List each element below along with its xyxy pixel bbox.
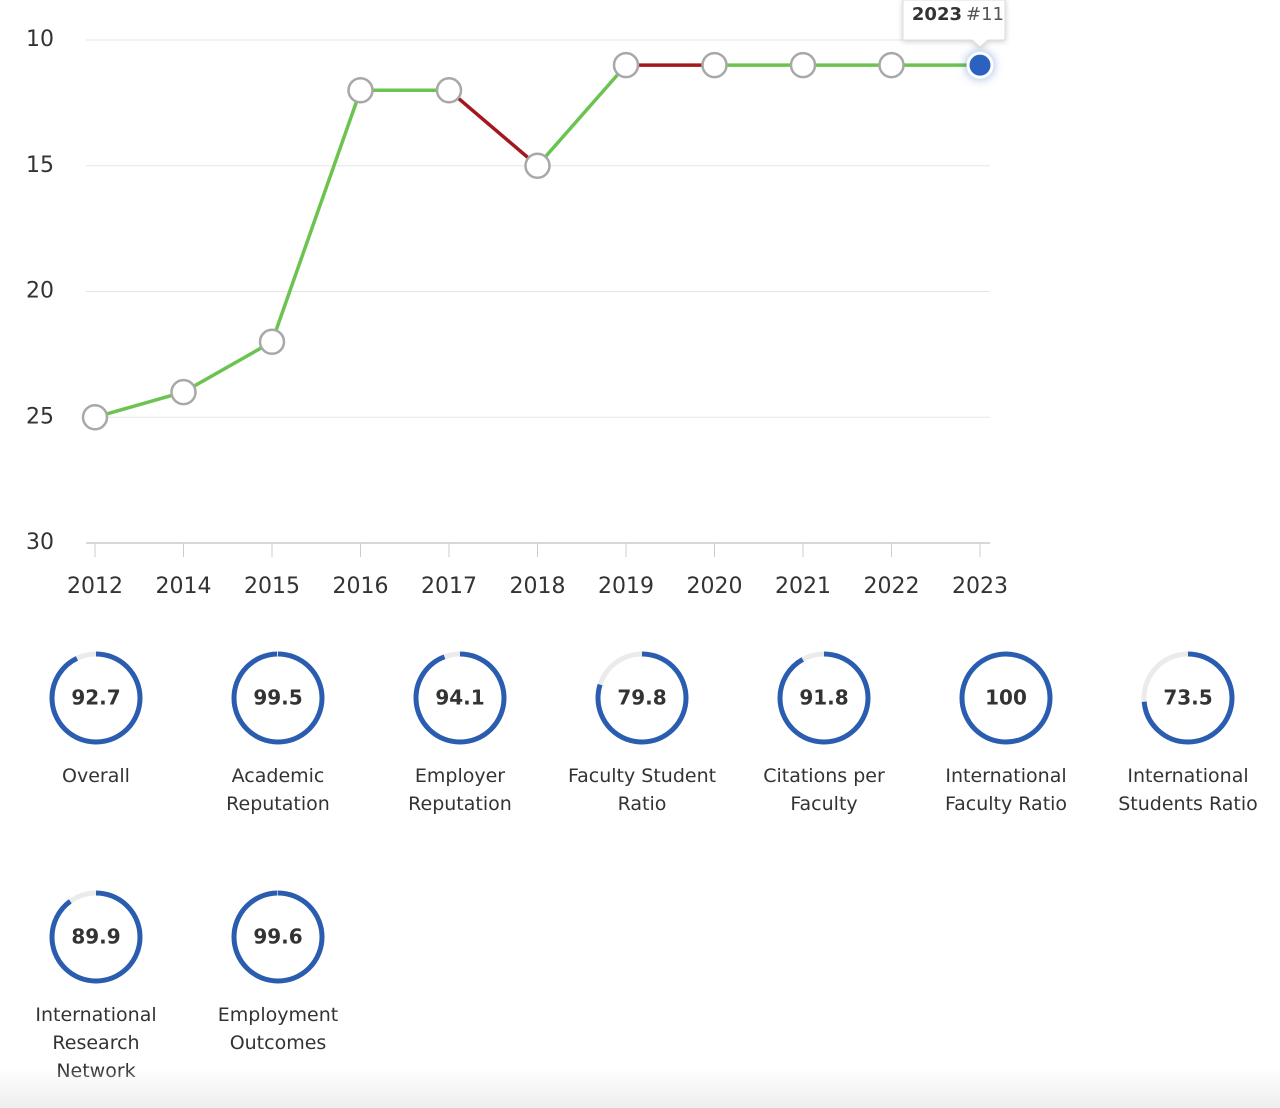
x-tick-label: 2017 [421,574,477,599]
gauge-label: Academic Reputation [226,765,330,815]
gauge: 99.6 Employment Outcomes [203,887,353,1057]
gauge-label: Faculty Student Ratio [567,765,717,815]
point [81,404,109,431]
gauge-label: Citations per Faculty [763,765,885,815]
gauge-label: Overall [62,765,130,787]
gauge-ring: 73.5 [1141,651,1235,745]
gauge-arc [231,651,325,745]
gauge-value: 91.8 [799,686,848,710]
y-tick-label: 10 [26,27,54,52]
bottom-fade [0,1068,1280,1108]
y-tick-label: 15 [26,153,54,178]
x-tick-label: 2016 [333,574,389,599]
x-tick-label: 2022 [864,574,920,599]
point [170,378,197,406]
gauge: 73.5 International Students Ratio [1113,648,1263,818]
highlighted-point [966,51,994,79]
x-tick-label: 2014 [156,574,212,599]
gauge-ring: 99.6 [231,890,325,984]
y-tick-label: 30 [26,530,54,555]
point [435,77,463,104]
x-tick-label: 2015 [244,574,300,599]
gauge-arc [413,651,507,745]
point [878,51,905,79]
tooltip-box [902,0,1006,48]
gauge-arc [49,651,143,745]
y-tick-label: 25 [26,404,54,429]
point [258,328,286,356]
gauge-value: 89.9 [71,925,120,949]
line-segment [182,340,273,394]
x-tick-label: 2021 [775,574,831,599]
gauge: 79.8 Faculty Student Ratio [567,648,717,818]
gauge-value: 94.1 [435,686,484,710]
gauge: 91.8 Citations per Faculty [749,648,899,818]
x-tick-label: 2018 [510,574,566,599]
gauge-value: 73.5 [1163,686,1212,710]
gauge-label: International Faculty Ratio [944,765,1068,815]
tooltip-category: 2023 [912,4,962,25]
x-tick-label: 2020 [687,574,743,599]
gauge-value: 100 [985,686,1027,710]
gauge-ring: 91.8 [777,651,871,745]
x-tick-label: 2012 [67,574,123,599]
gauge-arc [595,651,689,745]
gauge-arc [49,890,143,984]
point [612,51,640,79]
gauge-label: International Students Ratio [1118,765,1258,815]
gauge-label: Employment Outcomes [217,1004,339,1054]
point [789,51,817,79]
gauge-value: 92.7 [71,686,120,710]
tooltip-text: #11 [966,4,1004,25]
point [524,152,551,179]
gauge-value: 99.6 [253,925,302,949]
gauge-ring: 100 [959,651,1053,745]
gauge-arc [777,651,871,745]
point [347,77,374,104]
gauge-label: Employer Reputation [408,765,512,815]
gauge-arc [959,651,1053,745]
gauge-value: 99.5 [253,686,302,710]
gauge-value: 79.8 [617,686,666,710]
line-segment [536,63,628,167]
gauge: 94.1 Employer Reputation [385,648,535,818]
gauge-arc [231,890,325,984]
y-tick-label: 20 [26,279,54,304]
gauge-ring: 92.7 [49,651,143,745]
line-segment [270,89,363,343]
gauge: 100 International Faculty Ratio [931,648,1081,818]
x-tick-label: 2019 [598,574,654,599]
gauge-ring: 79.8 [595,651,689,745]
gauge-ring: 99.5 [231,651,325,745]
rank-chart: 10 15 20 25 30 2012 2014 2015 2016 2017 2018 2019 20… [26,0,1008,599]
line-segment [447,88,539,168]
gauge-arc [1141,651,1235,745]
x-tick-label: 2023 [952,574,1008,599]
gauge: 99.5 Academic Reputation [203,648,353,818]
gauge-ring: 94.1 [413,651,507,745]
gauge: 92.7 Overall [21,648,171,790]
point [701,51,728,79]
gauge-ring: 89.9 [49,890,143,984]
line-segment [94,390,184,419]
